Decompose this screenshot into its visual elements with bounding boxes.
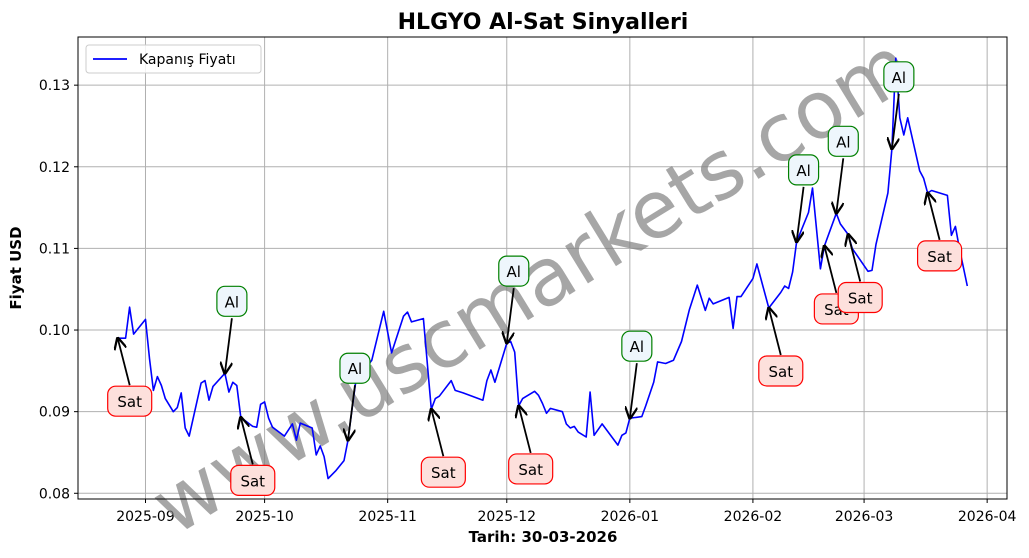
signal-arrow bbox=[507, 287, 515, 343]
signal-label: Sat bbox=[240, 472, 265, 490]
signal-arrow bbox=[630, 363, 638, 418]
sell-signal: Sat bbox=[916, 193, 963, 272]
sell-signal: Sat bbox=[758, 308, 804, 387]
sell-signal: Sat bbox=[837, 235, 883, 314]
signal-box bbox=[230, 464, 276, 496]
axis-ticks: 2025-09 2025-10 2025-11 2025-12 2026-01 2026-… bbox=[39, 78, 1017, 525]
signal-arrow bbox=[241, 417, 254, 465]
x-tick-label: 2026-01 bbox=[601, 509, 660, 525]
signal-label: Al bbox=[225, 293, 239, 311]
signal-arrow bbox=[769, 308, 782, 356]
sell-signal: Sat bbox=[230, 417, 276, 496]
signal-label: Sat bbox=[848, 290, 873, 308]
x-tick-label: 2025-10 bbox=[235, 509, 294, 525]
sell-signal: Sat bbox=[107, 338, 153, 417]
signal-box bbox=[621, 330, 653, 362]
chart-title: HLGYO Al-Sat Sinyalleri bbox=[398, 10, 689, 35]
signal-label: Al bbox=[630, 338, 644, 356]
buy-signal: Al bbox=[883, 61, 915, 149]
legend-label: Kapanış Fiyatı bbox=[139, 52, 236, 68]
signal-label: Sat bbox=[117, 393, 142, 411]
y-tick-label: 0.09 bbox=[39, 405, 70, 421]
signal-box bbox=[827, 125, 859, 157]
legend: Kapanış Fiyatı bbox=[85, 44, 262, 74]
buy-signal: Al bbox=[787, 154, 820, 242]
y-axis-label: Fiyat USD bbox=[7, 226, 25, 309]
signal-label: Sat bbox=[768, 363, 793, 381]
sell-signal: Sat bbox=[508, 406, 554, 485]
x-tick-label: 2025-11 bbox=[358, 509, 417, 525]
signal-box bbox=[216, 285, 248, 317]
grid bbox=[78, 37, 1007, 499]
y-tick-label: 0.13 bbox=[39, 78, 70, 94]
signal-label: Al bbox=[892, 69, 906, 87]
buy-signal: Al bbox=[216, 285, 248, 373]
signal-label: Al bbox=[836, 133, 850, 151]
x-axis-label: Tarih: 30-03-2026 bbox=[469, 528, 618, 546]
signal-label: Sat bbox=[518, 461, 543, 479]
signal-box bbox=[420, 456, 466, 488]
plot-frame bbox=[77, 36, 1008, 500]
x-tick-label: 2026-03 bbox=[835, 509, 894, 525]
signal-arrow bbox=[836, 158, 845, 213]
signal-arrow bbox=[225, 318, 233, 373]
buy-signal: Al bbox=[339, 352, 371, 440]
signal-arrow bbox=[892, 93, 900, 149]
signal-label: Sat bbox=[431, 464, 456, 482]
sell-signal: Sat bbox=[420, 409, 466, 488]
x-tick-label: 2026-04 bbox=[958, 509, 1017, 525]
buy-signal: Al bbox=[498, 255, 530, 343]
signal-label: Al bbox=[796, 162, 810, 180]
signal-arrow bbox=[928, 193, 941, 241]
x-tick-label: 2025-12 bbox=[478, 509, 537, 525]
y-tick-label: 0.10 bbox=[39, 323, 70, 339]
signal-label: Al bbox=[348, 360, 362, 378]
signal-arrow bbox=[824, 246, 838, 294]
signal-box bbox=[916, 240, 963, 272]
signal-arrow bbox=[431, 409, 445, 457]
signal-box bbox=[339, 352, 371, 384]
signal-box bbox=[758, 355, 804, 387]
buy-signal: Al bbox=[827, 125, 859, 213]
y-tick-label: 0.12 bbox=[39, 160, 70, 176]
signal-box bbox=[498, 255, 530, 287]
signal-box bbox=[508, 453, 554, 485]
y-tick-label: 0.08 bbox=[39, 486, 70, 502]
y-tick-label: 0.11 bbox=[39, 241, 70, 257]
buy-signal: Al bbox=[621, 330, 653, 418]
signal-arrow bbox=[797, 186, 805, 242]
x-tick-label: 2026-02 bbox=[724, 509, 783, 525]
signal-label: Al bbox=[507, 263, 521, 281]
signal-box bbox=[787, 154, 820, 186]
signal-arrow bbox=[519, 406, 532, 454]
signal-box bbox=[883, 61, 915, 93]
signal-box bbox=[837, 281, 883, 314]
signal-arrow bbox=[118, 338, 131, 386]
x-tick-label: 2025-09 bbox=[116, 509, 175, 525]
signal-arrow bbox=[348, 385, 356, 440]
signal-box bbox=[107, 385, 153, 417]
signal-label: Sat bbox=[927, 248, 952, 266]
signal-arrow bbox=[848, 235, 862, 282]
